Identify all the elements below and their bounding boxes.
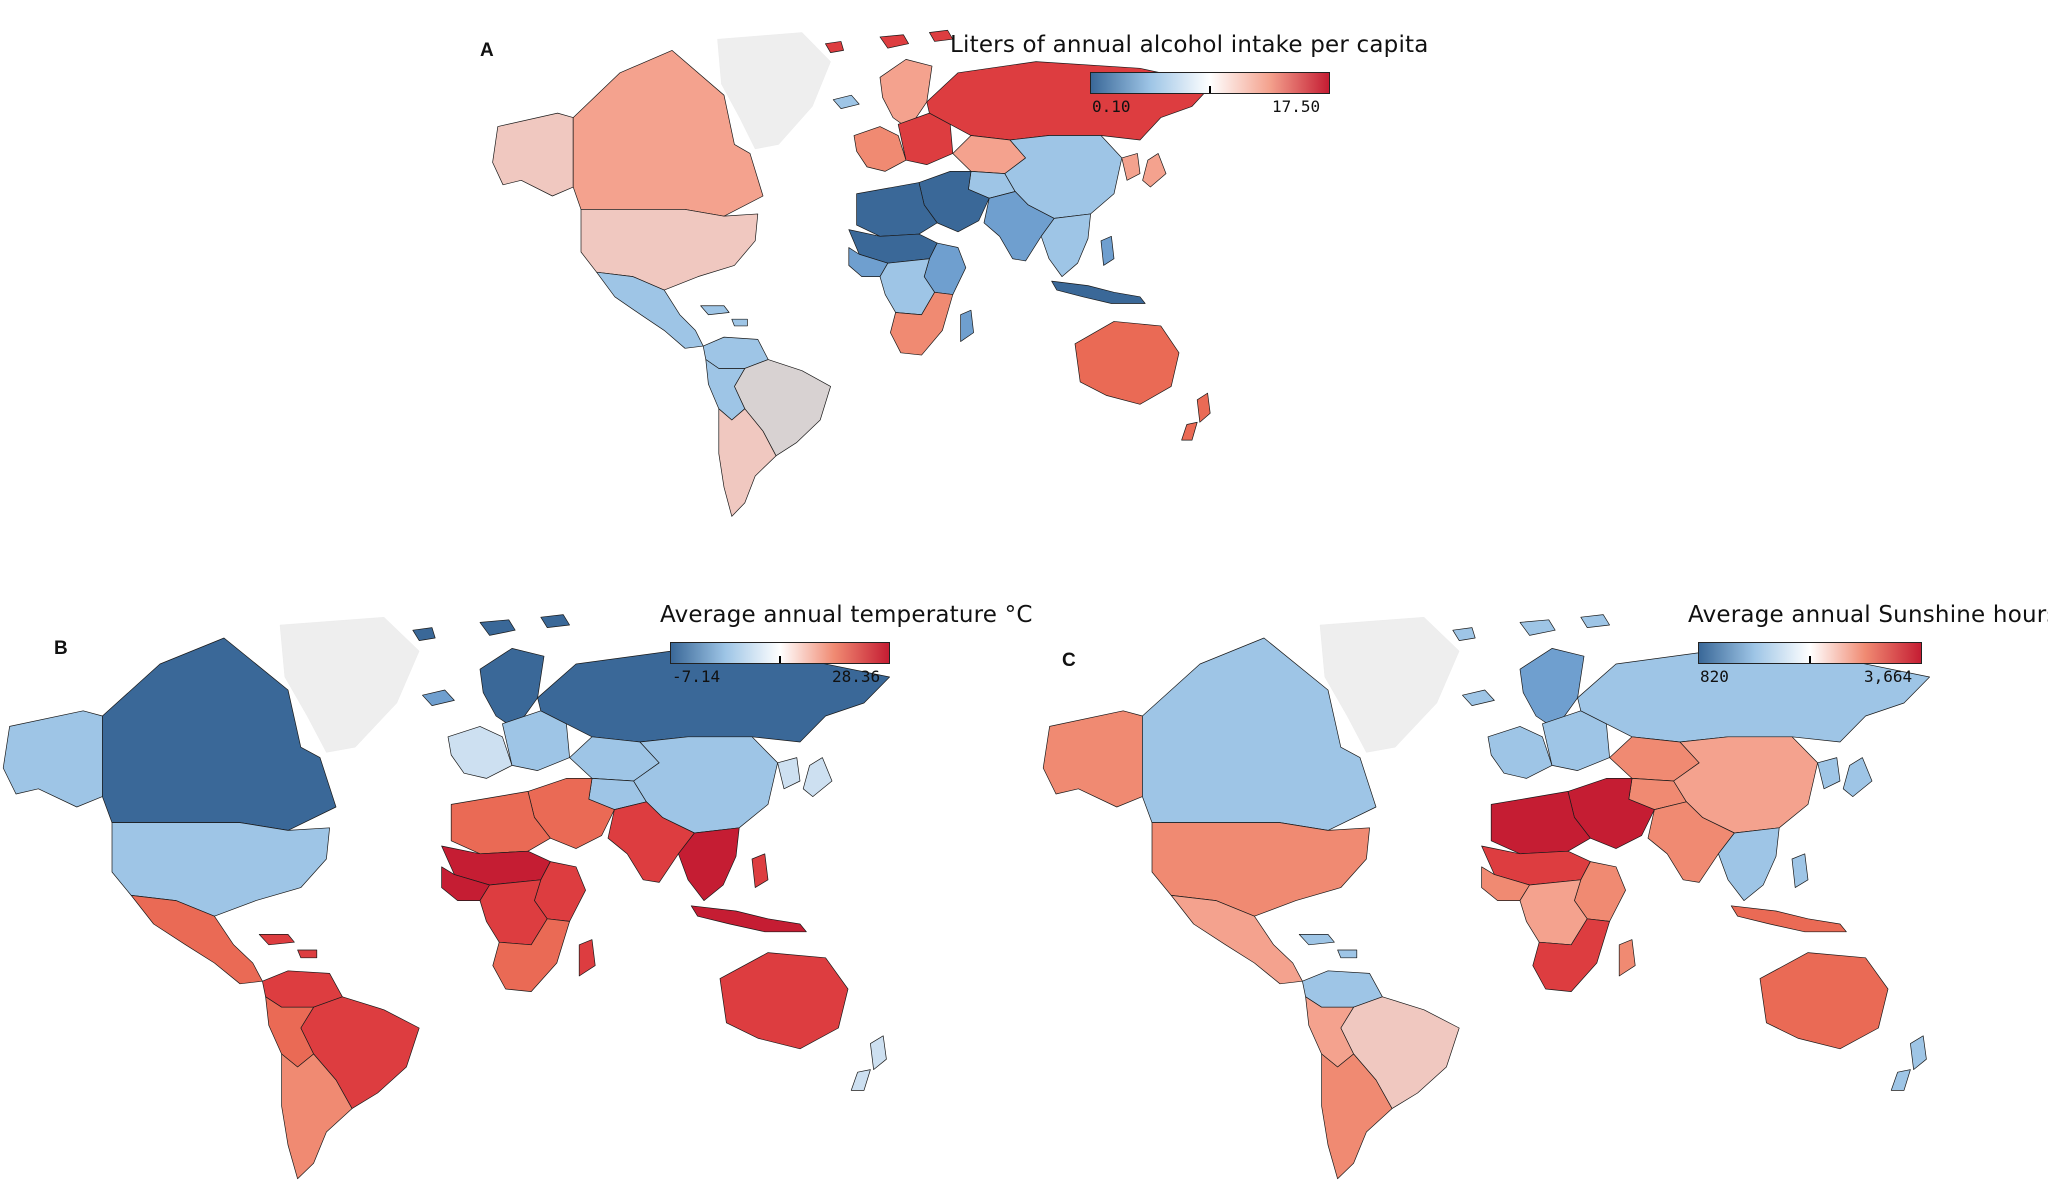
region-argentina-chile [719,409,776,517]
region-philippines [1792,854,1808,888]
region-western-europe [854,127,906,172]
map-panel-b: B Average annual temperature °C -7.14 28.36 [0,592,1032,1190]
panel-letter: B [54,638,68,659]
region-alaska [3,711,102,807]
region-madagascar [1619,940,1635,976]
map-panel-c: C Average annual Sunshine hours 820 3,664 [1040,592,2048,1190]
legend-min-label: -7.14 [672,667,721,686]
region-argentina-chile [1322,1054,1392,1179]
region-greenland [718,32,831,148]
region-iceland [1462,690,1494,706]
region-new-zealand [1182,393,1211,440]
region-korea-japan [1818,758,1872,797]
region-scandinavia [1520,648,1584,729]
region-caribbean [701,306,748,326]
region-india-region [1648,802,1734,883]
region-india-region [984,192,1054,261]
map-panel-a: A Liters of annual alcohol intake per cap… [480,28,1428,548]
region-indonesia [1052,281,1146,303]
region-australia [1075,321,1179,404]
region-southern-africa [493,919,570,992]
legend-title: Liters of annual alcohol intake per capi… [950,32,1429,58]
region-canada [1142,638,1376,830]
region-canada [102,638,336,830]
region-western-europe [1488,726,1552,778]
region-scandinavia [480,648,544,729]
panel-letter: C [1062,650,1076,671]
legend-mid-tick [1809,656,1811,663]
region-caribbean [259,934,317,957]
region-usa [581,209,758,290]
region-mexico-central-america [597,272,704,348]
legend-mid-tick [779,656,781,663]
region-north-africa [1491,791,1590,853]
color-legend: Liters of annual alcohol intake per capi… [950,32,1428,116]
region-scandinavia [880,59,932,128]
region-alaska [493,113,574,196]
region-greenland [1320,617,1459,752]
legend-color-bar [670,642,890,664]
region-western-europe [448,726,512,778]
legend-max-label: 17.50 [1272,97,1321,116]
region-alaska [1043,711,1142,807]
region-north-africa [857,183,938,237]
region-usa [112,823,330,917]
region-southeast-asia [1041,214,1090,277]
region-new-zealand [1891,1036,1926,1091]
legend-color-bar [1090,72,1330,94]
region-australia [720,953,848,1049]
legend-color-bar [1698,642,1922,664]
world-map [0,592,1000,1190]
region-southern-africa [1533,919,1610,992]
region-southeast-asia [1718,828,1779,901]
region-iceland [422,690,454,706]
region-indonesia [691,906,806,932]
color-legend: Average annual temperature °C -7.14 28.36 [660,602,1032,686]
legend-max-label: 28.36 [832,667,881,686]
region-madagascar [961,310,974,341]
region-svalbard-arctic-islands [1453,615,1610,641]
region-new-zealand [851,1036,886,1091]
legend-max-label: 3,664 [1864,667,1913,686]
region-philippines [1101,236,1114,265]
color-legend: Average annual Sunshine hours 820 3,664 [1688,602,2048,686]
region-philippines [752,854,768,888]
region-svalbard-arctic-islands [413,615,570,641]
region-korea-japan [1122,153,1166,187]
region-iceland [833,95,859,108]
legend-min-label: 820 [1700,667,1729,686]
region-greenland [280,617,419,752]
region-canada [573,50,763,216]
legend-title: Average annual Sunshine hours [1688,602,2048,628]
region-north-africa [451,791,550,853]
region-svalbard-arctic-islands [825,30,952,52]
legend-mid-tick [1209,86,1211,93]
legend-min-label: 0.10 [1092,97,1131,116]
region-southern-africa [890,292,952,355]
region-australia [1760,953,1888,1049]
region-indonesia [1731,906,1846,932]
region-caribbean [1299,934,1357,957]
region-korea-japan [778,758,832,797]
region-argentina-chile [282,1054,352,1179]
region-india-region [608,802,694,883]
region-usa [1152,823,1370,917]
region-southeast-asia [678,828,739,901]
panel-letter: A [480,40,494,61]
world-map [480,28,1360,548]
world-map [1040,592,2048,1190]
legend-title: Average annual temperature °C [660,602,1033,628]
region-madagascar [579,940,595,976]
